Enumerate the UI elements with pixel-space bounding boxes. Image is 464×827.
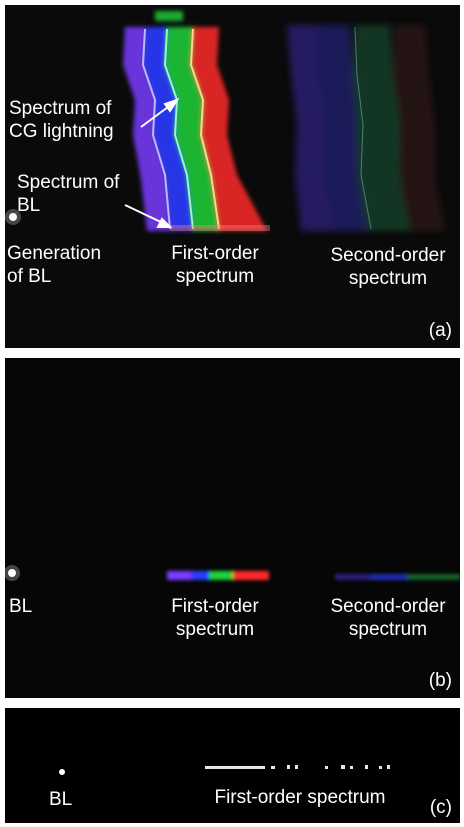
second-order-spectrum-strip	[335, 574, 460, 580]
panel-b-photo: BL First-order spectrum Second-order spe…	[5, 358, 460, 698]
bl-source-dot	[59, 769, 65, 775]
first-order-spectrum-strip	[167, 571, 269, 580]
label-first-order: First-order spectrum	[171, 596, 259, 640]
panel-b-spectra-graphic	[5, 358, 460, 698]
annotation-arrows	[124, 98, 180, 228]
label-bl: BL	[49, 789, 73, 810]
label-first-order: First-order spectrum	[214, 787, 386, 808]
label-spectrum-cg-lightning: Spectrum of CG lightning	[9, 98, 114, 142]
panel-a-photo: Spectrum of CG lightning Spectrum of BL …	[5, 5, 460, 348]
panel-a-spectra-graphic	[5, 5, 460, 348]
first-order-spectrum-bands	[123, 11, 267, 231]
first-order-spectrum-lines	[205, 765, 390, 769]
label-generation-bl: Generation of BL	[7, 243, 102, 287]
bl-source-dot	[9, 213, 17, 221]
panel-tag-a: (a)	[428, 320, 452, 341]
label-spectrum-bl: Spectrum of BL	[17, 172, 120, 216]
panel-tag-b: (b)	[428, 670, 452, 691]
panel-tag-c: (c)	[429, 797, 452, 818]
label-bl: BL	[9, 596, 33, 617]
second-order-spectrum-bands	[287, 25, 445, 231]
label-second-order: Second-order spectrum	[330, 596, 446, 640]
label-second-order: Second-order spectrum	[330, 245, 446, 289]
panel-c-photo: BL First-order spectrum (c)	[5, 708, 460, 823]
panel-c-spectra-graphic	[5, 708, 460, 823]
label-first-order: First-order spectrum	[171, 243, 259, 287]
bl-source-dot	[8, 569, 16, 577]
